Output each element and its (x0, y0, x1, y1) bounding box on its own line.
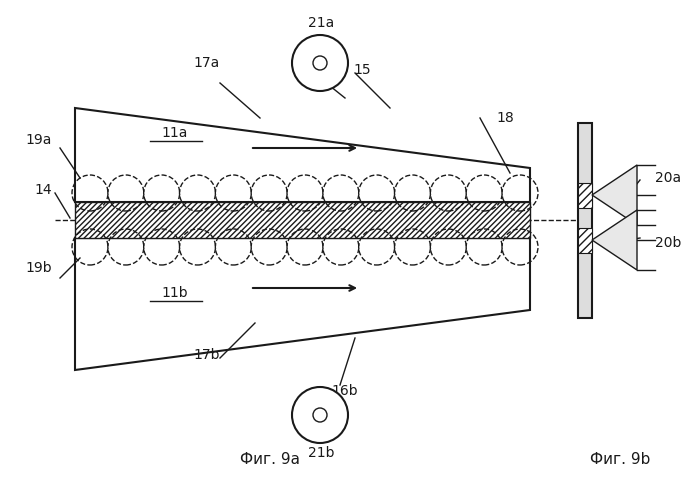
Text: Фиг. 9b: Фиг. 9b (590, 453, 650, 467)
Text: 19a: 19a (26, 133, 52, 147)
Text: 17b: 17b (194, 348, 220, 362)
Text: Фиг. 9a: Фиг. 9a (240, 453, 300, 467)
Polygon shape (578, 123, 592, 318)
Text: 21a: 21a (308, 16, 334, 30)
Circle shape (292, 35, 348, 91)
Circle shape (292, 387, 348, 443)
Text: 18: 18 (496, 111, 514, 125)
Polygon shape (75, 202, 530, 238)
Text: 14: 14 (34, 183, 52, 197)
Text: 21b: 21b (308, 446, 335, 460)
Text: 16b: 16b (332, 384, 358, 398)
Text: 20b: 20b (655, 236, 681, 250)
Text: 17a: 17a (194, 56, 220, 70)
Polygon shape (578, 183, 592, 208)
Text: 16a: 16a (304, 63, 331, 77)
Polygon shape (592, 210, 637, 270)
Text: 20a: 20a (655, 171, 681, 185)
Polygon shape (578, 228, 592, 253)
Text: 15: 15 (354, 63, 371, 77)
Text: 11a: 11a (162, 126, 188, 140)
Polygon shape (592, 165, 637, 225)
Text: 11b: 11b (162, 286, 188, 300)
Text: 19b: 19b (25, 261, 52, 275)
